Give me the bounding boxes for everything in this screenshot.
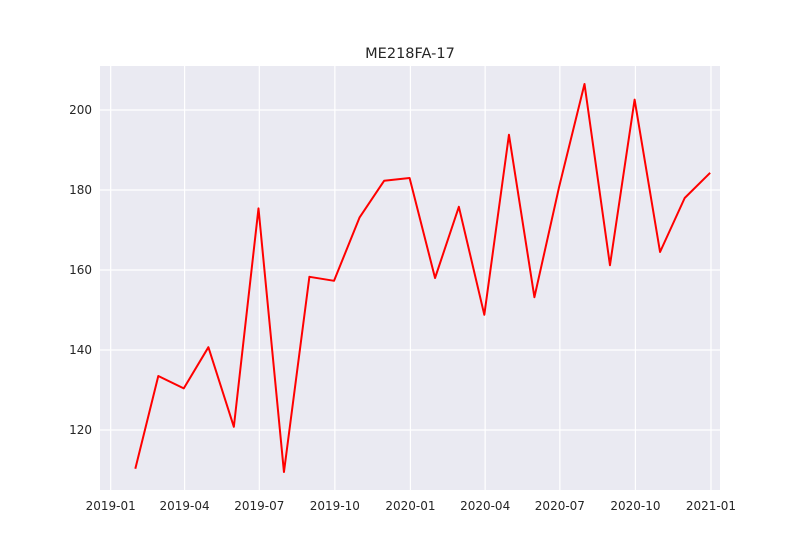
chart-title: ME218FA-17	[365, 46, 455, 62]
x-tick-label: 2019-04	[160, 499, 210, 513]
x-tick-label: 2019-07	[234, 499, 284, 513]
x-tick-label: 2019-10	[310, 499, 360, 513]
x-tick-label: 2020-07	[535, 499, 585, 513]
y-tick-labels: 120 140 160 180 200	[69, 103, 92, 437]
y-tick-label: 120	[69, 423, 92, 437]
y-tick-label: 200	[69, 103, 92, 117]
series-line	[134, 83, 711, 473]
y-tick-label: 140	[69, 343, 92, 357]
x-tick-labels: 2019-01 2019-04 2019-07 2019-10 2020-01 2020-…	[86, 499, 736, 513]
x-tick-label: 2020-01	[385, 499, 435, 513]
y-tick-label: 160	[69, 263, 92, 277]
y-tick-label: 180	[69, 183, 92, 197]
x-tick-label: 2020-04	[460, 499, 510, 513]
y-grid	[100, 109, 720, 431]
x-tick-label: 2021-01	[686, 499, 736, 513]
x-tick-label: 2020-10	[610, 499, 660, 513]
x-grid	[110, 66, 712, 490]
x-tick-label: 2019-01	[86, 499, 136, 513]
